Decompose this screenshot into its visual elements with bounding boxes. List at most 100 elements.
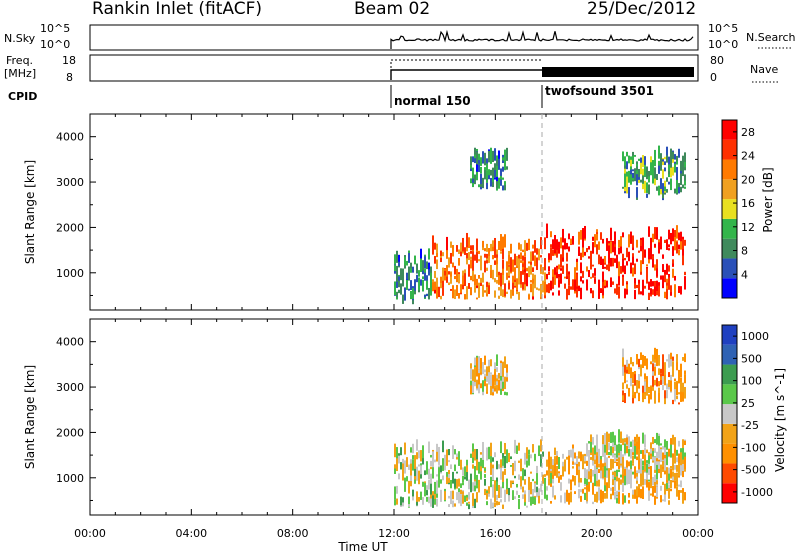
echo-cell xyxy=(486,163,488,171)
echo-cell xyxy=(616,444,618,458)
echo-cell xyxy=(414,279,416,291)
echo-cell xyxy=(614,442,616,451)
echo-cell xyxy=(582,488,584,494)
echo-cell xyxy=(636,177,638,186)
echo-cell xyxy=(428,468,430,480)
echo-cell xyxy=(496,367,498,372)
echo-cell xyxy=(646,270,648,284)
echo-cell xyxy=(648,458,650,471)
echo-cell xyxy=(578,464,580,467)
echo-cell xyxy=(682,488,684,494)
echo-cell xyxy=(662,481,664,485)
echo-cell xyxy=(514,475,516,479)
freq-label: Freq. xyxy=(6,54,33,67)
echo-cell xyxy=(502,157,504,161)
echo-cell xyxy=(678,249,680,256)
echo-cell xyxy=(640,352,642,361)
echo-cell xyxy=(440,489,442,502)
echo-cell xyxy=(672,471,674,480)
echo-cell xyxy=(532,492,534,505)
echo-cell xyxy=(448,504,450,508)
echo-cell xyxy=(558,241,560,248)
echo-cell xyxy=(644,434,646,448)
echo-cell xyxy=(478,164,480,172)
echo-cell xyxy=(400,268,402,281)
echo-cell xyxy=(624,495,626,503)
echo-cell xyxy=(566,242,568,250)
echo-cell xyxy=(682,439,684,447)
echo-cell xyxy=(630,367,632,381)
echo-cell xyxy=(644,381,646,393)
echo-cell xyxy=(508,487,510,496)
echo-cell xyxy=(544,272,546,284)
echo-cell xyxy=(514,460,516,472)
echo-cell xyxy=(576,273,578,285)
echo-cell xyxy=(674,452,676,464)
echo-cell xyxy=(674,236,676,251)
echo-cell xyxy=(470,473,472,484)
echo-cell xyxy=(602,281,604,290)
echo-cell xyxy=(508,282,510,289)
echo-cell xyxy=(632,256,634,266)
echo-cell xyxy=(550,465,552,477)
echo-cell xyxy=(676,449,678,456)
echo-cell xyxy=(488,169,490,178)
echo-cell xyxy=(632,152,634,165)
echo-cell xyxy=(426,496,428,500)
echo-cell xyxy=(624,364,626,375)
echo-cell xyxy=(654,149,656,156)
echo-cell xyxy=(600,288,602,293)
echo-cell xyxy=(662,384,664,391)
echo-cell xyxy=(684,386,686,399)
echo-cell xyxy=(628,170,630,183)
echo-cell xyxy=(610,257,612,267)
freq-tick-bottom: 8 xyxy=(66,71,73,84)
echo-cell xyxy=(476,357,478,369)
echo-cell xyxy=(674,444,676,447)
echo-cell xyxy=(596,450,598,459)
echo-cell xyxy=(518,494,520,498)
echo-cell xyxy=(572,236,574,242)
echo-cell xyxy=(664,362,666,375)
echo-cell xyxy=(638,283,640,295)
echo-cell xyxy=(618,490,620,492)
echo-cell xyxy=(682,249,684,256)
echo-cell xyxy=(464,476,466,480)
echo-cell xyxy=(462,491,464,495)
echo-cell xyxy=(676,457,678,463)
echo-cell xyxy=(684,180,686,186)
echo-cell xyxy=(662,169,664,176)
echo-cell xyxy=(614,471,616,478)
echo-cell xyxy=(654,359,656,363)
nsearch-tick-top: 10^5 xyxy=(708,22,738,35)
echo-cell xyxy=(632,373,634,384)
echo-cell xyxy=(502,268,504,275)
echo-cell xyxy=(508,266,510,277)
colorbar-tick-label: 8 xyxy=(741,245,748,258)
echo-cell xyxy=(470,256,472,260)
echo-cell xyxy=(588,246,590,250)
echo-cell xyxy=(482,453,484,460)
echo-cell xyxy=(658,435,660,446)
echo-cell xyxy=(416,472,418,481)
echo-cell xyxy=(482,247,484,251)
echo-cell xyxy=(416,452,418,460)
echo-cell xyxy=(506,392,508,396)
echo-cell xyxy=(622,456,624,463)
echo-cell xyxy=(488,175,490,180)
echo-cell xyxy=(412,489,414,499)
echo-cell xyxy=(612,459,614,469)
echo-cell xyxy=(622,439,624,446)
echo-cell xyxy=(548,266,550,272)
echo-cell xyxy=(498,464,500,469)
echo-cell xyxy=(678,232,680,241)
echo-cell xyxy=(590,434,592,442)
echo-cell xyxy=(626,369,628,374)
echo-cell xyxy=(544,258,546,271)
echo-cell xyxy=(664,186,666,192)
echo-cell xyxy=(394,486,396,500)
echo-cell xyxy=(672,159,674,163)
colorbar-tick-label: 1000 xyxy=(741,330,769,343)
echo-cell xyxy=(514,253,516,266)
echo-cell xyxy=(680,363,682,378)
